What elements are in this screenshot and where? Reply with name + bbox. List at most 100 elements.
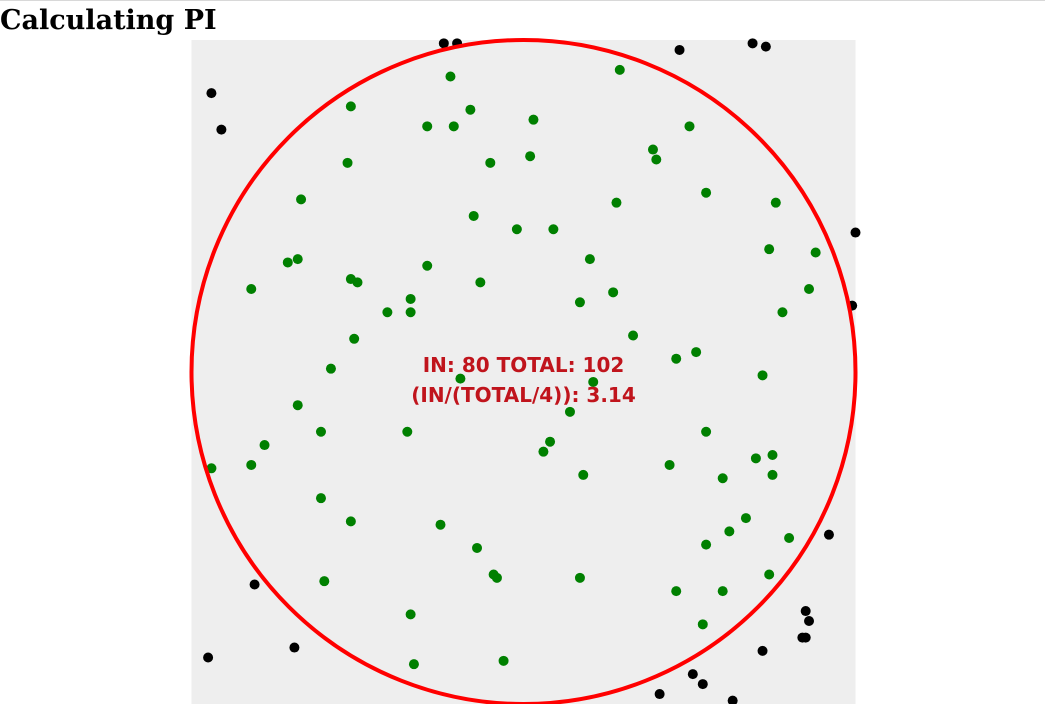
inside-point xyxy=(468,210,479,221)
inside-point xyxy=(784,533,795,543)
outside-point xyxy=(206,88,217,99)
outside-point xyxy=(654,689,665,700)
inside-point xyxy=(757,370,768,381)
inside-point xyxy=(548,224,559,235)
outside-point xyxy=(674,44,685,55)
outside-point xyxy=(800,606,811,617)
inside-point xyxy=(405,307,416,318)
inside-point xyxy=(717,586,728,597)
outside-point xyxy=(800,632,811,643)
inside-point xyxy=(750,453,761,464)
inside-point xyxy=(701,187,712,198)
inside-point xyxy=(445,71,456,82)
unit-circle xyxy=(189,38,858,704)
inside-point xyxy=(352,277,363,288)
inside-point xyxy=(345,516,356,527)
inside-point xyxy=(767,469,778,480)
inside-point xyxy=(319,576,330,587)
inside-point xyxy=(651,154,662,165)
outside-point xyxy=(289,642,300,653)
inside-point xyxy=(498,655,509,666)
inside-point xyxy=(701,539,712,550)
inside-point xyxy=(475,277,486,288)
inside-point xyxy=(691,347,702,358)
inside-point xyxy=(491,572,502,583)
inside-point xyxy=(564,406,575,417)
outside-point xyxy=(727,695,738,704)
stats-counts-text: IN: 80 TOTAL: 102 xyxy=(423,353,625,377)
inside-point xyxy=(701,426,712,437)
inside-point xyxy=(325,363,336,374)
inside-point xyxy=(671,586,682,597)
inside-point xyxy=(422,121,433,132)
inside-point xyxy=(777,307,788,318)
inside-point xyxy=(611,197,622,208)
inside-point xyxy=(724,526,735,537)
inside-point xyxy=(402,426,413,437)
inside-point xyxy=(296,194,307,205)
outside-point xyxy=(438,38,449,49)
inside-point xyxy=(292,400,303,411)
inside-point xyxy=(717,473,728,484)
inside-point xyxy=(206,463,217,474)
inside-point xyxy=(315,426,326,437)
inside-point xyxy=(246,284,257,294)
inside-point xyxy=(528,114,539,125)
inside-point xyxy=(608,287,619,298)
inside-point xyxy=(405,293,416,304)
inside-point xyxy=(485,157,496,168)
inside-point xyxy=(574,572,585,583)
inside-point xyxy=(647,144,658,155)
inside-point xyxy=(740,513,751,524)
outside-point xyxy=(747,38,758,49)
inside-point xyxy=(282,257,293,268)
inside-point xyxy=(584,254,595,265)
inside-point xyxy=(349,333,360,344)
inside-point xyxy=(382,307,393,318)
top-rule xyxy=(0,0,1045,1)
outside-point xyxy=(249,579,260,590)
inside-point xyxy=(767,450,778,460)
inside-point xyxy=(671,353,682,364)
inside-point xyxy=(664,459,675,470)
outside-point xyxy=(687,669,698,680)
inside-point xyxy=(804,284,815,294)
inside-point xyxy=(764,244,775,255)
sample-square xyxy=(191,40,856,704)
inside-point xyxy=(511,224,522,235)
outside-point xyxy=(823,529,834,540)
inside-point xyxy=(405,609,416,620)
inside-point xyxy=(292,254,303,265)
inside-point xyxy=(342,157,353,168)
inside-point xyxy=(588,376,599,387)
inside-point xyxy=(465,104,476,115)
inside-point xyxy=(435,519,446,530)
outside-point xyxy=(757,645,768,656)
outside-point xyxy=(697,679,708,690)
inside-point xyxy=(525,151,536,162)
inside-point xyxy=(614,64,625,75)
inside-point xyxy=(315,493,326,504)
outside-point xyxy=(216,124,227,135)
stats-pi-estimate-text: (IN/(TOTAL/4)): 3.14 xyxy=(411,383,636,407)
inside-point xyxy=(697,619,708,630)
outside-point xyxy=(850,227,861,238)
inside-point xyxy=(764,569,775,580)
inside-point xyxy=(246,459,257,470)
inside-point xyxy=(545,436,556,447)
outside-point xyxy=(760,41,771,52)
inside-point xyxy=(455,373,466,384)
inside-point xyxy=(472,542,483,553)
inside-point xyxy=(448,121,459,132)
inside-point xyxy=(770,197,781,208)
inside-point xyxy=(574,297,585,308)
inside-point xyxy=(259,440,270,451)
inside-point xyxy=(684,121,695,132)
inside-point xyxy=(408,659,419,670)
page-title: Calculating PI xyxy=(0,5,217,36)
sample-points xyxy=(203,38,861,704)
inside-point xyxy=(628,330,639,341)
inside-point xyxy=(810,247,821,258)
inside-point xyxy=(578,469,589,480)
